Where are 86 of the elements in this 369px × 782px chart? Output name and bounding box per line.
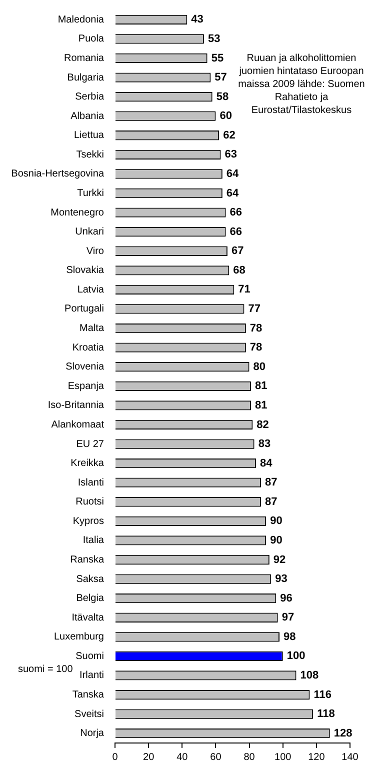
data-label: 64 [226,168,240,180]
data-label: 83 [258,438,271,450]
y-tick-label: Itävalta [72,612,104,624]
y-tick-label: Iso-Britannia [48,400,104,412]
x-tick-label: 60 [210,752,222,763]
y-tick-label: Slovakia [66,265,104,276]
data-label: 81 [254,380,268,392]
data-label: 81 [254,399,268,412]
y-tick-label: Belgia [76,593,104,604]
y-tick-label: Unkari [75,226,104,238]
data-label: 53 [208,32,220,45]
data-label: 60 [220,110,232,122]
data-label: 78 [250,342,262,354]
data-label: 100 [286,650,306,662]
data-label: 108 [300,670,319,682]
data-label: 90 [270,534,282,546]
y-tick-label: Latvia [77,284,104,296]
data-label: 118 [317,708,335,720]
data-label: 71 [238,284,250,296]
data-label: 87 [265,496,278,508]
data-label: 43 [191,14,204,26]
x-tick-label: 40 [176,752,188,763]
y-tick-label: Malta [80,323,104,334]
data-label: 92 [273,554,286,566]
y-tick-label: Portugali [64,304,104,315]
annotation: Ruuan ja alkoholittomien juomien hintataso Euroopan maissa 2009 lähde: Suomen Rahatieto ja Eurostat/Tilastokeskus [237,52,366,117]
y-tick-label: Ruotsi [76,496,104,508]
y-tick-label: Kroatia [72,342,104,354]
y-tick-label: Alankomaat [51,419,104,430]
data-label: 97 [282,612,294,624]
y-tick-label: Ranska [70,554,104,566]
data-label: 57 [214,72,227,84]
data-label: 55 [211,52,224,64]
data-label: 64 [226,187,240,200]
data-label: 116 [314,688,332,701]
y-tick-label: Serbia [75,92,104,103]
data-label: 68 [233,264,246,276]
x-tick-label: 20 [143,752,155,763]
y-tick-label: Bosnia-Hertsegovina [11,168,104,180]
y-tick-label: Irlanti [80,670,104,682]
data-label: 84 [260,457,274,470]
y-tick-label: Kreikka [70,458,104,470]
y-tick-label: Espanja [68,380,104,392]
data-label: 82 [256,418,269,431]
y-tick-label: Suomi [76,650,104,662]
data-label: 77 [248,303,260,316]
data-label: 78 [250,322,262,334]
x-tick-label: 140 [342,752,359,763]
data-label: 66 [230,226,242,238]
data-label: 80 [253,360,266,373]
y-tick-label: Maledonia [58,14,104,26]
y-tick-label: Saksa [76,574,104,585]
data-label: 93 [275,573,288,586]
data-label: 63 [224,148,237,161]
y-tick-label: EU 27 [76,438,104,450]
x-tick-label: 120 [308,752,326,763]
x-tick-label: 100 [274,752,292,763]
data-label: 98 [284,630,296,643]
data-label: 87 [265,476,278,489]
y-tick-label: Montenegro [50,207,104,218]
data-label: 96 [280,592,292,604]
y-tick-label: Albania [70,110,104,122]
data-label: 128 [334,727,352,740]
x-tick-label: 0 [112,752,118,763]
y-tick-label: Turkki [77,188,104,199]
data-label: 58 [216,90,229,103]
y-tick-label: Romania [64,52,104,64]
y-tick-label: Viro [86,246,104,257]
y-tick-label: Sveitsi [74,708,104,720]
y-tick-label: Islanti [78,477,104,488]
data-label: 66 [230,206,242,219]
data-label: 62 [223,129,236,142]
y-tick-label: Slovenia [66,362,104,373]
y-tick-label: Kypros [72,516,104,527]
y-tick-label: Bulgaria [67,72,104,84]
data-label: 90 [270,515,282,528]
y-tick-label: Tsekki [76,149,104,160]
y-tick-label: Norja [80,728,104,740]
y-tick-label: Luxemburg [54,632,104,643]
text: suomi = 100 [18,664,73,675]
y-tick-label: Liettua [74,130,104,142]
y-tick-label: Italia [82,535,104,546]
y-tick-label: Puola [78,34,104,45]
data-label: 67 [231,245,244,258]
y-tick-label: Tanska [72,690,104,701]
x-tick-label: 80 [244,752,256,763]
